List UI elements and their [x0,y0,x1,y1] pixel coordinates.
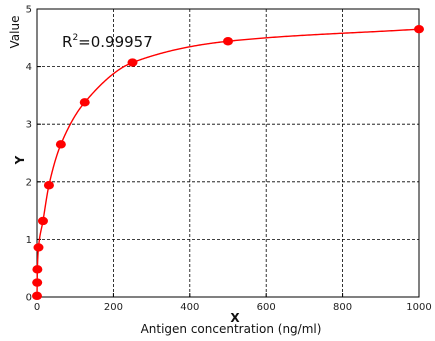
y-axis-symbol: Y [13,155,27,165]
plot-frame [36,8,420,298]
data-point [32,278,43,287]
data-point [32,265,43,274]
y-tick-label: 3 [26,120,32,131]
x-tick-label: 600 [257,302,276,313]
data-point [414,24,424,34]
data-point [43,181,54,190]
x-tick-label: 1000 [406,302,431,313]
x-axis-title: Antigen concentration (ng/ml) [141,322,322,336]
y-tick-label: 0 [26,293,32,304]
y-axis-title: Value [8,16,22,49]
data-point [37,216,48,226]
y-tick-label: 5 [26,5,32,16]
x-tick-label: 0 [34,302,40,313]
axis-ticks: 0 200 400 600 800 1000 0 1 2 3 4 5 [26,5,432,314]
x-tick-label: 200 [104,302,123,313]
grid [37,9,419,297]
y-tick-label: 4 [26,62,32,73]
data-point [33,243,44,252]
fit-curve [36,28,420,296]
y-tick-label: 2 [26,177,32,188]
data-point [55,140,66,149]
data-point [32,291,42,301]
data-point [127,58,138,67]
x-axis-symbol: X [230,311,240,325]
r-squared-annotation: R2=0.99957 [62,33,153,51]
data-point [223,37,233,46]
y-tick-label: 1 [26,235,32,246]
data-point [79,98,90,107]
data-points [32,24,424,301]
x-tick-label: 400 [180,302,199,313]
x-tick-label: 800 [333,302,352,313]
